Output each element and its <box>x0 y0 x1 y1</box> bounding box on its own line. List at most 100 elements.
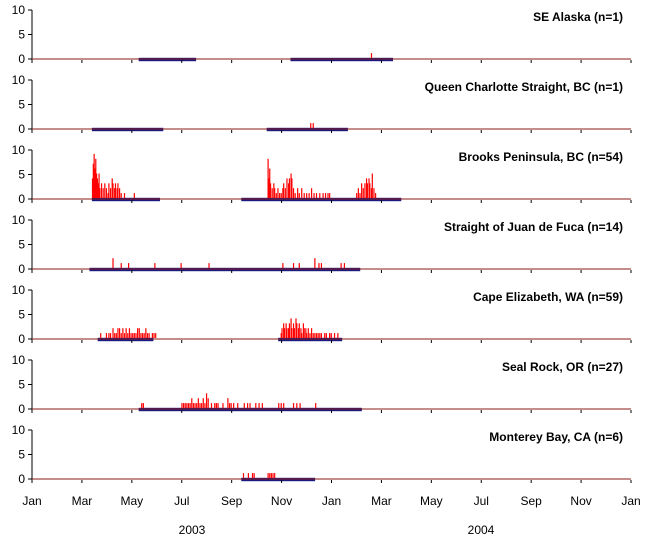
x-tick-label: Nov <box>570 494 591 508</box>
data-bar <box>330 333 332 338</box>
x-tick-label: Jan <box>621 494 640 508</box>
data-bar <box>286 178 288 198</box>
data-bar <box>192 403 195 408</box>
y-tick-label: 10 <box>12 143 26 157</box>
data-bar <box>295 318 297 338</box>
y-tick-label: 0 <box>18 262 25 276</box>
data-bar <box>228 403 231 408</box>
data-bar <box>356 193 358 198</box>
data-bar <box>368 178 370 198</box>
data-bar <box>325 333 327 338</box>
data-bar <box>310 328 313 338</box>
data-bar <box>319 193 321 198</box>
data-bar <box>154 263 156 268</box>
data-bar <box>237 403 239 408</box>
data-bar <box>194 403 196 408</box>
x-tick-label: Nov <box>271 494 292 508</box>
data-bar <box>205 393 208 408</box>
data-bar <box>97 183 99 198</box>
y-tick-label: 0 <box>18 192 25 206</box>
data-bar <box>199 403 201 408</box>
data-bar <box>230 403 232 408</box>
data-bar <box>320 263 323 268</box>
data-bar <box>120 263 122 268</box>
data-bar <box>312 123 314 128</box>
data-bar <box>283 328 286 338</box>
data-bar <box>286 328 288 338</box>
data-bar <box>306 333 308 338</box>
data-bar <box>120 333 122 338</box>
y-tick-label: 10 <box>12 213 26 227</box>
data-bar <box>283 183 285 198</box>
data-bar <box>309 333 311 338</box>
data-bar <box>261 403 263 408</box>
year-label: 2003 <box>179 523 206 537</box>
data-bar <box>204 403 206 408</box>
data-bar <box>301 188 303 198</box>
data-bar <box>187 403 190 408</box>
y-tick-label: 10 <box>12 353 26 367</box>
data-bar <box>108 333 110 338</box>
data-bar <box>191 398 193 408</box>
data-bar <box>298 323 300 338</box>
data-bar <box>251 473 254 478</box>
data-bar <box>370 188 373 198</box>
data-bar <box>274 188 276 198</box>
x-tick-label: Jan <box>322 494 341 508</box>
year-label: 2004 <box>468 523 495 537</box>
data-bar <box>95 158 97 198</box>
data-bar <box>153 333 155 338</box>
x-tick-label: Jul <box>474 494 489 508</box>
x-tick-label: May <box>420 494 443 508</box>
data-bar <box>374 193 377 198</box>
x-tick-label: Jul <box>174 494 189 508</box>
y-tick-label: 5 <box>18 308 25 322</box>
data-bar <box>115 333 117 338</box>
data-bar <box>109 333 112 338</box>
data-bar <box>181 403 183 408</box>
data-bar <box>127 333 129 338</box>
data-bar <box>94 168 96 198</box>
data-bar <box>120 193 122 198</box>
x-tick-label: Jan <box>22 494 41 508</box>
data-bar <box>227 398 229 408</box>
data-bar <box>282 188 284 198</box>
x-tick-label: Sep <box>221 494 243 508</box>
data-bar <box>222 403 224 408</box>
data-bar <box>290 318 292 338</box>
data-bar <box>269 473 271 478</box>
data-bar <box>268 178 270 198</box>
data-bar <box>361 183 363 198</box>
data-bar <box>273 183 275 198</box>
data-bar <box>182 403 185 408</box>
panel-title: Brooks Peninsula, BC (n=54) <box>459 150 623 164</box>
data-bar <box>142 403 144 408</box>
data-bar <box>184 403 186 408</box>
data-bar <box>197 398 199 408</box>
x-tick-label: Mar <box>371 494 392 508</box>
data-bar <box>320 333 323 338</box>
data-bar <box>284 188 286 198</box>
data-bar <box>281 328 283 338</box>
data-bar <box>280 403 282 408</box>
data-bar <box>269 183 272 198</box>
data-bar <box>313 193 315 198</box>
data-bar <box>324 193 327 198</box>
data-bar <box>189 403 191 408</box>
data-bar <box>128 328 131 338</box>
data-bar <box>186 403 188 408</box>
data-bar <box>296 403 298 408</box>
data-bar <box>299 403 301 408</box>
data-bar <box>296 323 298 338</box>
data-bar <box>201 403 203 408</box>
data-bar <box>288 323 291 338</box>
data-bar <box>146 333 149 338</box>
data-bar <box>104 183 106 198</box>
data-bar <box>269 168 271 198</box>
data-bar <box>302 323 304 338</box>
data-bar <box>283 323 285 338</box>
data-bar <box>243 403 245 408</box>
data-bar <box>303 193 305 198</box>
data-bar <box>274 473 276 478</box>
